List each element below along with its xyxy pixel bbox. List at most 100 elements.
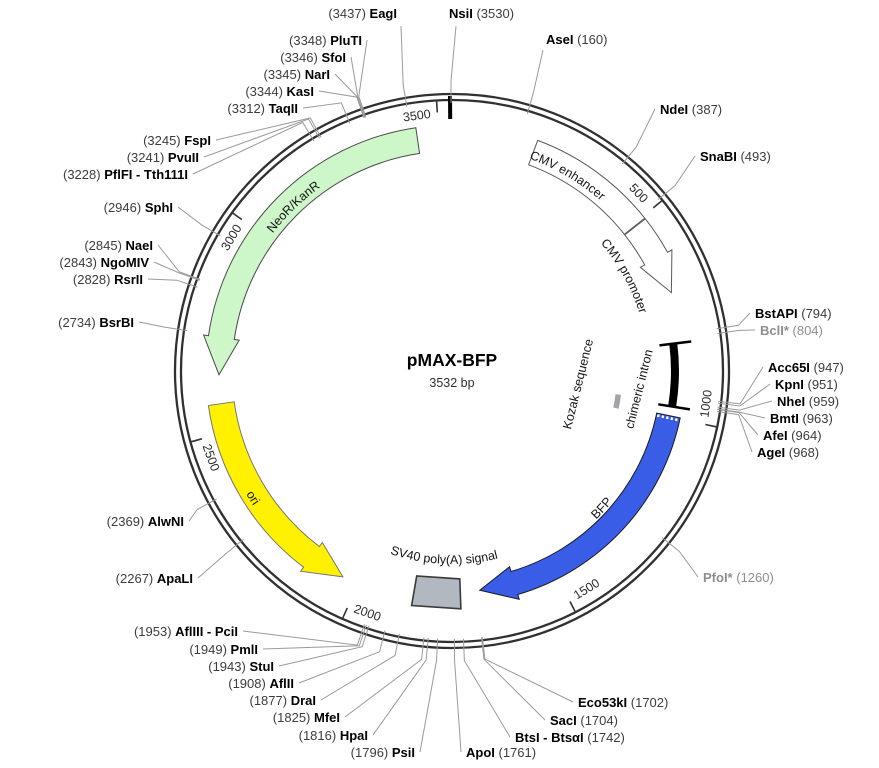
site-position: (1953)	[134, 624, 175, 639]
site-name: AseI	[546, 32, 573, 47]
leader-line-AflII	[298, 630, 386, 684]
site-label-AflIII - PciI: (1953) AflIII - PciI	[134, 624, 238, 639]
leader-line-NarI	[334, 73, 365, 118]
leader-line-PmlI	[262, 624, 367, 650]
site-label-PflFI - Tth111I: (3228) PflFI - Tth111I	[63, 167, 188, 182]
tick-label-2000: 2000	[352, 602, 383, 624]
site-name: NgoMIV	[101, 255, 150, 270]
site-name: FspI	[184, 133, 211, 148]
site-label-PvuII: (3241) PvuII	[127, 150, 199, 165]
site-position: (3346)	[280, 50, 321, 65]
intron-end-cap	[658, 403, 691, 411]
leader-line-BclI*	[717, 329, 756, 334]
leader-line-EagI	[400, 25, 408, 107]
leader-line-ApoI	[453, 638, 462, 753]
site-name: PsiI	[392, 745, 415, 760]
site-position: (3530)	[473, 6, 514, 21]
leader-line-KasI	[318, 90, 365, 118]
site-label-BclI*: BclI* (804)	[760, 323, 823, 338]
leader-line-HpaI	[372, 637, 429, 736]
site-position: (2946)	[104, 200, 145, 215]
site-name: Eco53kI	[578, 695, 627, 710]
leader-line-NdeI	[621, 108, 656, 165]
site-label-Acc65I: Acc65I (947)	[768, 360, 844, 375]
leader-line-SnaBI	[657, 155, 696, 200]
tick-mark-3000	[232, 212, 243, 221]
site-label-TaqII: (3312) TaqII	[227, 101, 298, 116]
site-name: SfoI	[321, 50, 346, 65]
site-position: (964)	[788, 428, 822, 443]
leader-line-Eco53kI	[481, 637, 574, 703]
feature-arrow-1	[624, 218, 673, 294]
site-position: (2845)	[84, 238, 125, 253]
tick-mark-2500	[191, 438, 203, 443]
site-position: (387)	[688, 102, 722, 117]
site-name: KpnI	[775, 377, 804, 392]
tick-mark-1000	[705, 423, 717, 428]
leader-line-PfoI*	[661, 537, 699, 578]
site-name: NsiI	[449, 6, 473, 21]
leader-line-Acc65I	[718, 366, 764, 405]
site-position: (160)	[573, 32, 607, 47]
site-name: KasI	[287, 84, 314, 99]
site-label-NdeI: NdeI (387)	[660, 102, 722, 117]
leader-line-BmtI	[717, 408, 766, 419]
site-name: PfoI*	[703, 570, 734, 585]
feature-arrow-7	[202, 127, 421, 376]
site-position: (2828)	[73, 272, 114, 287]
site-name: EagI	[370, 6, 397, 21]
site-name: PluTI	[330, 33, 362, 48]
site-name: TaqII	[269, 101, 298, 116]
site-position: (2369)	[107, 514, 148, 529]
leader-line-BtsI - BtsαI	[462, 638, 511, 738]
site-position: (794)	[798, 306, 832, 321]
site-position: (1761)	[495, 745, 536, 760]
leader-line-BstAPI	[716, 312, 751, 330]
site-name: PflFI - Tth111I	[104, 167, 188, 182]
site-name: HpaI	[340, 728, 368, 743]
site-name: ApoI	[466, 745, 495, 760]
site-position: (951)	[804, 377, 838, 392]
feature-box-5	[410, 575, 462, 610]
leader-line-FspI	[215, 117, 322, 141]
site-name: AflII	[269, 676, 294, 691]
site-label-PfoI*: PfoI* (1260)	[703, 570, 774, 585]
kozak-tick	[613, 394, 622, 409]
leader-line-TaqII	[302, 102, 351, 124]
site-label-NsiI: NsiI (3530)	[449, 6, 514, 21]
site-name: NdeI	[660, 102, 688, 117]
backbone-outer-circle	[173, 92, 731, 650]
tick-mark-1500	[569, 601, 576, 612]
feature-label-3: Kozak sequence	[560, 337, 596, 430]
site-label-PluTI: (3348) PluTI	[289, 33, 362, 48]
site-position: (804)	[789, 323, 823, 338]
intron-start-cap	[659, 340, 692, 347]
site-label-KasI: (3344) KasI	[245, 84, 314, 99]
intron-arc	[668, 343, 679, 408]
site-label-AlwNI: (2369) AlwNI	[107, 514, 184, 529]
feature-label-text: ori	[243, 488, 262, 507]
tick-label-3500: 3500	[402, 107, 431, 125]
site-position: (3348)	[289, 33, 330, 48]
site-name: NheI	[777, 394, 805, 409]
leader-line-SacI	[481, 637, 546, 721]
leader-line-NheI	[717, 400, 773, 411]
site-label-ApoI: ApoI (1761)	[466, 745, 536, 760]
leader-line-NsiI	[450, 25, 457, 103]
feature-arrow-4	[478, 412, 681, 600]
site-position: (1949)	[189, 642, 230, 657]
site-name: BclI*	[760, 323, 790, 338]
site-label-RsrII: (2828) RsrII	[73, 272, 143, 287]
site-label-FspI: (3245) FspI	[143, 133, 211, 148]
site-label-AflII: (1908) AflII	[228, 676, 294, 691]
feature-band-0	[527, 139, 646, 236]
site-position: (1260)	[733, 570, 774, 585]
site-label-MfeI: (1825) MfeI	[273, 710, 340, 725]
site-position: (3345)	[264, 67, 305, 82]
site-label-AfeI: AfeI (964)	[763, 428, 822, 443]
site-name: SacI	[550, 713, 577, 728]
site-position: (2267)	[116, 571, 157, 586]
site-label-StuI: (1943) StuI	[208, 659, 274, 674]
site-position: (1704)	[577, 713, 618, 728]
